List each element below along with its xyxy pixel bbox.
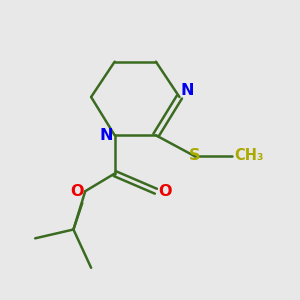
Text: O: O <box>158 184 172 199</box>
Text: S: S <box>188 148 200 164</box>
Text: N: N <box>100 128 113 143</box>
Text: N: N <box>181 83 194 98</box>
Text: CH₃: CH₃ <box>234 148 263 164</box>
Text: O: O <box>70 184 84 199</box>
